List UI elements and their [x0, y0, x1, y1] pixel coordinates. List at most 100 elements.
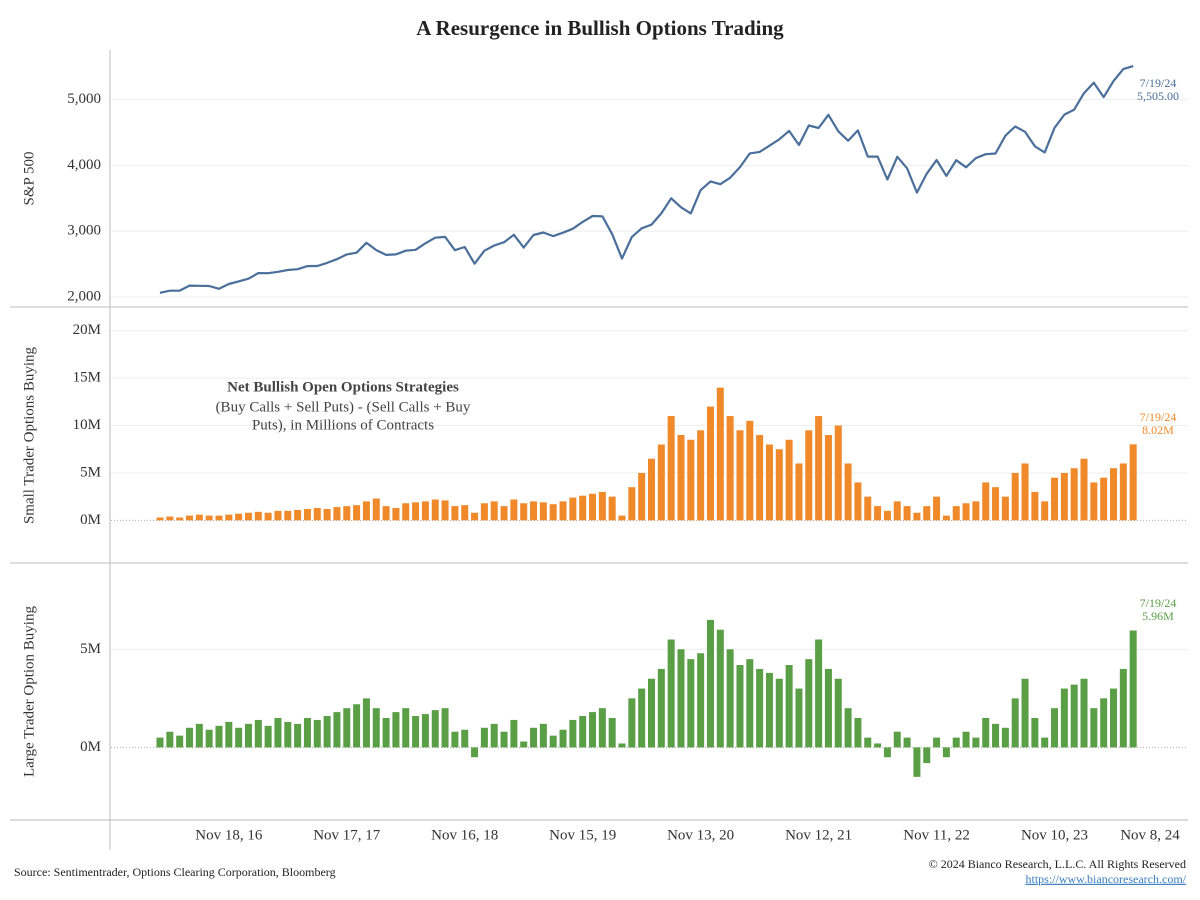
bar [333, 507, 341, 521]
y-tick-label: 4,000 [67, 157, 101, 173]
bar [765, 444, 773, 521]
annotation-value: 5,505.00 [1137, 89, 1179, 103]
bar [1011, 698, 1019, 748]
bar [805, 430, 813, 521]
bar [883, 510, 891, 521]
note-line: (Buy Calls + Sell Puts) - (Sell Calls + … [216, 399, 471, 415]
bar [628, 487, 636, 521]
bar [815, 416, 823, 521]
bar [156, 517, 164, 521]
annotation-date: 7/19/24 [1140, 596, 1177, 610]
bar [775, 449, 783, 521]
y-tick-label: 5M [80, 641, 101, 657]
bar [362, 501, 370, 521]
bar [1129, 630, 1137, 748]
bar [235, 513, 243, 521]
bar [274, 510, 282, 521]
bar [215, 725, 223, 748]
bar [824, 668, 832, 748]
bar [716, 387, 724, 521]
bar [421, 501, 429, 521]
bar [185, 727, 193, 748]
bar [883, 747, 891, 758]
bar [1001, 496, 1009, 521]
bar [795, 688, 803, 748]
bar [461, 505, 469, 521]
bar [992, 487, 1000, 521]
bar [1021, 678, 1029, 748]
bar [343, 506, 351, 521]
bar [746, 659, 754, 748]
bar [982, 482, 990, 521]
bar [520, 741, 528, 748]
bar [648, 678, 655, 748]
bar [1110, 468, 1118, 521]
bar [490, 723, 498, 748]
bar [962, 731, 970, 748]
bar [569, 497, 577, 521]
bar [166, 731, 174, 748]
bar [657, 668, 665, 748]
bar [412, 502, 420, 521]
bar [451, 731, 459, 748]
bar [765, 672, 773, 748]
x-tick-label: Nov 16, 18 [431, 827, 498, 843]
x-tick-label: Nov 11, 22 [903, 827, 970, 843]
bar [1041, 501, 1049, 521]
bar [176, 735, 184, 748]
x-tick-label: Nov 15, 19 [549, 827, 616, 843]
bar [225, 721, 233, 748]
bar [608, 717, 616, 748]
bar [736, 430, 744, 521]
bar [972, 737, 980, 748]
bar [1041, 737, 1049, 748]
bar [195, 514, 203, 521]
bar [215, 515, 223, 521]
chart-title: A Resurgence in Bullish Options Trading [416, 16, 784, 40]
x-tick-label: Nov 17, 17 [313, 827, 381, 843]
bar [441, 500, 449, 521]
bar [294, 509, 302, 521]
bar [520, 503, 528, 521]
bar [726, 649, 734, 748]
x-tick-label: Nov 18, 16 [195, 827, 263, 843]
bar [539, 502, 547, 521]
bar [982, 717, 990, 748]
bar [589, 493, 597, 521]
bar [480, 503, 488, 521]
bar [697, 430, 705, 521]
bar [962, 503, 970, 521]
bar [952, 737, 960, 748]
bar [382, 506, 390, 521]
y-tick-label: 10M [73, 417, 101, 433]
bar [589, 712, 597, 748]
bar [549, 735, 557, 748]
bar [1060, 472, 1068, 521]
bar [254, 511, 262, 521]
bar [933, 496, 941, 521]
bar [402, 503, 410, 521]
bar [657, 444, 665, 521]
bar [274, 717, 282, 748]
bar [913, 512, 921, 521]
bar [687, 659, 695, 748]
bar [667, 639, 675, 748]
bar [726, 416, 734, 521]
bar [736, 665, 744, 748]
bar [687, 439, 695, 521]
bar [923, 506, 931, 521]
bar [195, 723, 203, 748]
bar [343, 708, 351, 748]
bar [834, 678, 842, 748]
bar [716, 629, 724, 748]
bar [874, 506, 882, 521]
bar [1100, 477, 1108, 521]
bar [893, 501, 901, 521]
bar [697, 653, 705, 748]
url[interactable]: https://www.biancoresearch.com/ [1025, 872, 1186, 886]
bar [992, 723, 1000, 748]
bar [706, 406, 714, 521]
bar [1021, 463, 1029, 521]
bar [1100, 698, 1108, 748]
bar [1090, 708, 1098, 748]
